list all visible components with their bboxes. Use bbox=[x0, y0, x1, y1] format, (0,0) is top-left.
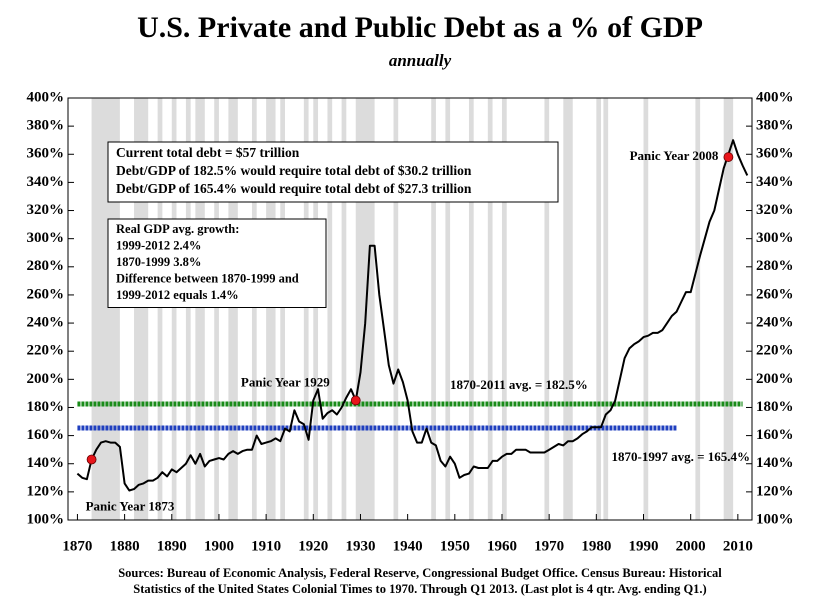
recession-band bbox=[228, 98, 238, 520]
panic-point bbox=[86, 454, 97, 465]
y-tick-label: 300% bbox=[27, 230, 65, 246]
y2-tick-label: 320% bbox=[756, 202, 794, 218]
recession-band bbox=[280, 98, 285, 520]
x-tick-label: 1930 bbox=[345, 538, 375, 554]
recession-band bbox=[341, 98, 347, 520]
chart-title: U.S. Private and Public Debt as a % of G… bbox=[137, 11, 703, 44]
y2-tick-label: 220% bbox=[756, 343, 794, 359]
y2-tick-label: 260% bbox=[756, 286, 794, 302]
panic-label: Panic Year 1929 bbox=[241, 374, 330, 389]
note-text: Debt/GDP of 182.5% would require total d… bbox=[116, 163, 472, 178]
y2-tick-label: 380% bbox=[756, 118, 794, 134]
y-tick-label: 280% bbox=[27, 258, 65, 274]
recession-band bbox=[563, 98, 573, 520]
recession-band bbox=[501, 98, 507, 520]
note-box bbox=[107, 218, 327, 308]
note-text: Difference between 1870-1999 and bbox=[116, 272, 299, 286]
y-tick-label: 120% bbox=[27, 483, 65, 499]
y-tick-label: 260% bbox=[27, 286, 65, 302]
y2-tick-label: 100% bbox=[756, 511, 794, 527]
recession-band bbox=[313, 98, 319, 520]
y-tick-label: 220% bbox=[27, 343, 65, 359]
recession-band bbox=[468, 98, 474, 520]
y2-tick-label: 340% bbox=[756, 174, 794, 190]
x-tick-label: 1900 bbox=[204, 538, 234, 554]
y2-tick-label: 140% bbox=[756, 455, 794, 471]
note-text: 1999-2012 2.4% bbox=[116, 239, 201, 253]
recession-band bbox=[251, 98, 257, 520]
average-label: 1870-1997 avg. = 165.4% bbox=[612, 449, 751, 464]
chart-subtitle: annually bbox=[389, 51, 452, 70]
y-tick-label: 180% bbox=[27, 399, 65, 415]
recession-band bbox=[327, 98, 333, 520]
recession-band bbox=[487, 98, 493, 520]
source-text: Sources: Bureau of Economic Analysis, Fe… bbox=[118, 566, 722, 580]
recession-band bbox=[544, 98, 550, 520]
y-tick-label: 100% bbox=[27, 511, 65, 527]
y-tick-label: 240% bbox=[27, 315, 65, 331]
y2-tick-label: 360% bbox=[756, 146, 794, 162]
x-tick-label: 1880 bbox=[110, 538, 140, 554]
x-tick-label: 1870 bbox=[62, 538, 92, 554]
recession-band bbox=[603, 98, 609, 520]
recession-band bbox=[393, 98, 399, 520]
y-tick-label: 200% bbox=[27, 371, 65, 387]
recession-band bbox=[171, 98, 177, 520]
note-text: 1999-2012 equals 1.4% bbox=[116, 288, 239, 302]
recession-band bbox=[723, 98, 734, 520]
x-tick-label: 1970 bbox=[534, 538, 564, 554]
y2-tick-label: 400% bbox=[756, 89, 794, 105]
recession-band bbox=[596, 98, 602, 520]
y-tick-label: 360% bbox=[27, 146, 65, 162]
x-tick-label: 1990 bbox=[629, 538, 659, 554]
recession-band bbox=[157, 98, 163, 520]
note-text: Current total debt = $57 trillion bbox=[116, 145, 300, 160]
note-text: Debt/GDP of 165.4% would require total d… bbox=[116, 181, 472, 196]
source-text: Statistics of the United States Colonial… bbox=[133, 582, 706, 596]
recession-band bbox=[185, 98, 191, 520]
note-text: 1870-1999 3.8% bbox=[116, 255, 201, 269]
debt-line bbox=[76, 139, 749, 492]
y2-tick-label: 160% bbox=[756, 427, 794, 443]
recession-band bbox=[266, 98, 276, 520]
recession-band bbox=[431, 98, 436, 520]
recession-band bbox=[303, 98, 309, 520]
recession-band bbox=[445, 98, 451, 520]
recession-band bbox=[643, 98, 649, 520]
x-tick-label: 1950 bbox=[440, 538, 470, 554]
x-tick-label: 1960 bbox=[487, 538, 517, 554]
x-tick-label: 1980 bbox=[581, 538, 611, 554]
recession-band bbox=[695, 98, 701, 520]
panic-label: Panic Year 2008 bbox=[630, 148, 719, 163]
note-box bbox=[107, 141, 559, 203]
y2-tick-label: 180% bbox=[756, 399, 794, 415]
x-tick-label: 1890 bbox=[157, 538, 187, 554]
y2-tick-label: 280% bbox=[756, 258, 794, 274]
recession-band bbox=[214, 98, 219, 520]
y-tick-label: 320% bbox=[27, 202, 65, 218]
panic-point bbox=[350, 395, 361, 406]
average-label: 1870-2011 avg. = 182.5% bbox=[450, 377, 588, 392]
y2-tick-label: 120% bbox=[756, 483, 794, 499]
y-tick-label: 140% bbox=[27, 455, 65, 471]
y2-tick-label: 200% bbox=[756, 371, 794, 387]
plot-frame bbox=[67, 97, 753, 521]
x-tick-label: 2000 bbox=[676, 538, 706, 554]
recession-band bbox=[134, 98, 149, 520]
y-tick-label: 340% bbox=[27, 174, 65, 190]
panic-point bbox=[723, 152, 734, 162]
y-tick-label: 160% bbox=[27, 427, 65, 443]
x-tick-label: 1920 bbox=[298, 538, 328, 554]
y-tick-label: 380% bbox=[27, 118, 65, 134]
y-tick-label: 400% bbox=[27, 89, 65, 105]
x-tick-label: 2010 bbox=[723, 538, 753, 554]
x-tick-label: 1940 bbox=[393, 538, 423, 554]
recession-band bbox=[195, 98, 205, 520]
x-tick-label: 1910 bbox=[251, 538, 281, 554]
note-text: Real GDP avg. growth: bbox=[116, 222, 239, 236]
y2-tick-label: 300% bbox=[756, 230, 794, 246]
y2-tick-label: 240% bbox=[756, 315, 794, 331]
panic-label: Panic Year 1873 bbox=[86, 498, 175, 513]
